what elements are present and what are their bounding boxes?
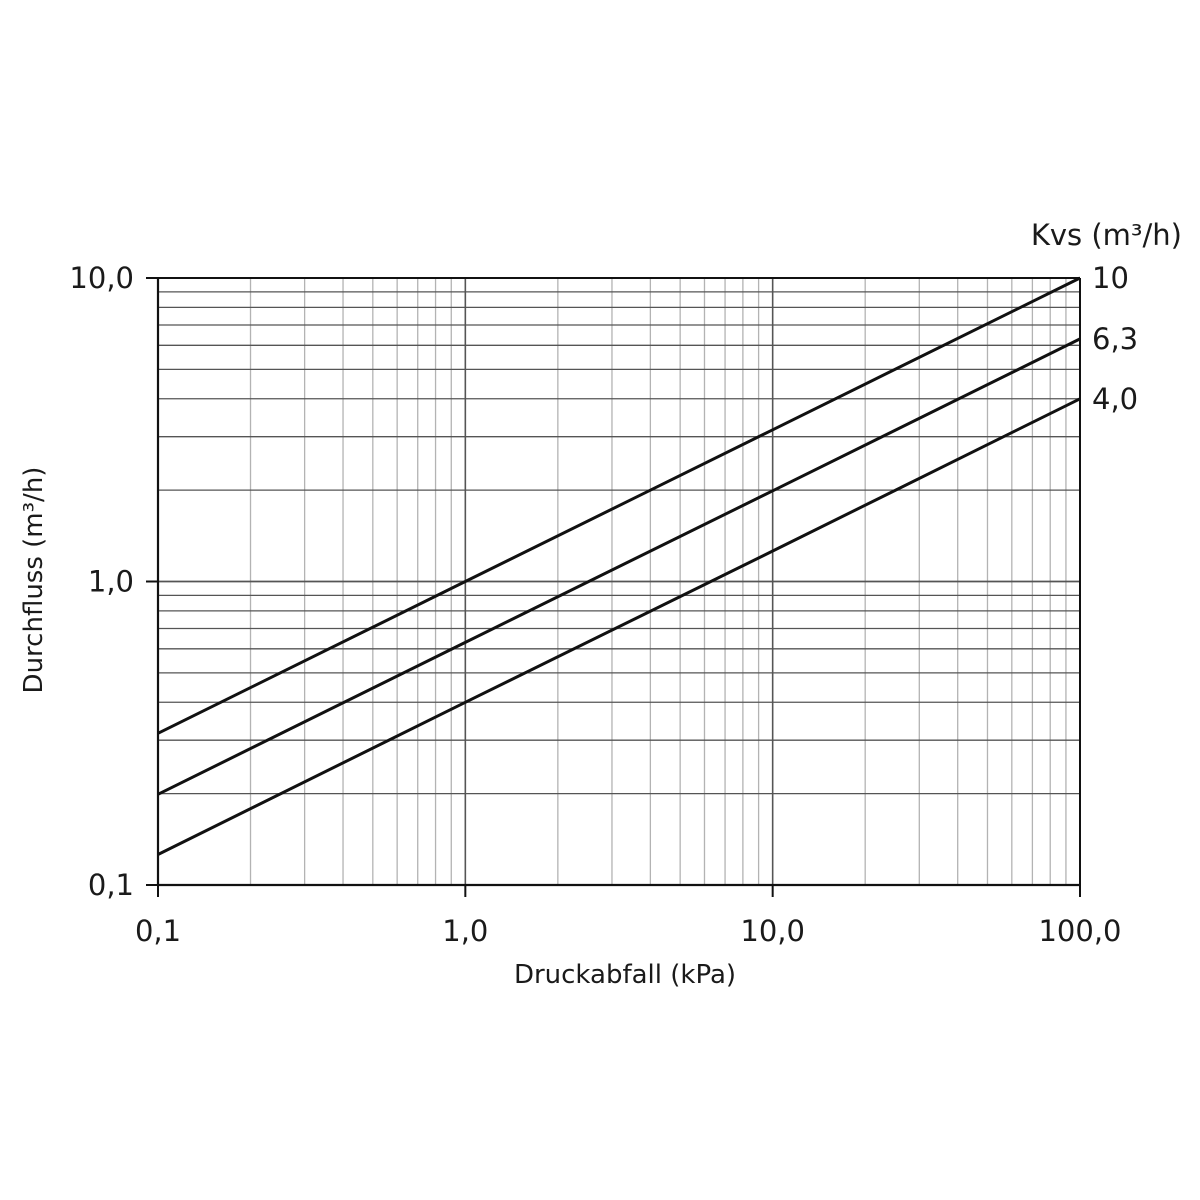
x-tick-label: 10,0 <box>740 914 805 948</box>
series-line-kvs-10 <box>157 276 1081 735</box>
y-tick-labels: 0,1 1,0 10,0 <box>69 261 158 902</box>
axes <box>156 277 1081 887</box>
y-axis-title: Durchfluss (m³/h) <box>19 467 49 694</box>
series-lines <box>157 276 1081 856</box>
series-label-kvs-10: 10 <box>1092 261 1129 295</box>
series-line-kvs-4,0 <box>157 397 1081 856</box>
y-tick-label: 1,0 <box>88 565 134 599</box>
x-tick-label: 100,0 <box>1038 914 1121 948</box>
series-line-kvs-6,3 <box>157 337 1081 796</box>
x-tick-label: 1,0 <box>442 914 488 948</box>
legend-title: Kvs (m³/h) <box>1031 218 1182 252</box>
series-label-kvs-6,3: 6,3 <box>1092 322 1138 356</box>
x-tick-labels: 0,1 1,0 10,0 100,0 <box>135 885 1122 948</box>
x-axis-title: Druckabfall (kPa) <box>514 960 736 990</box>
y-tick-label: 0,1 <box>88 868 134 902</box>
series-labels: 10 6,3 4,0 <box>1092 261 1138 416</box>
series-label-kvs-4,0: 4,0 <box>1092 382 1138 416</box>
y-tick-label: 10,0 <box>69 261 134 295</box>
x-tick-label: 0,1 <box>135 914 181 948</box>
